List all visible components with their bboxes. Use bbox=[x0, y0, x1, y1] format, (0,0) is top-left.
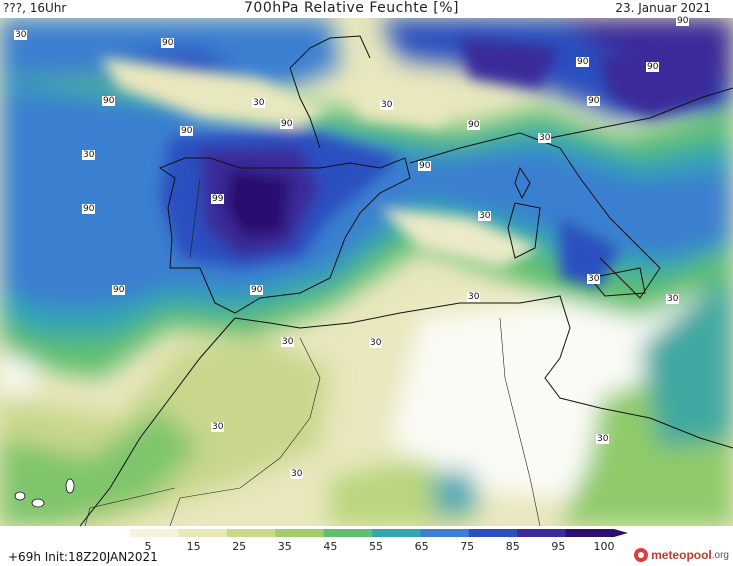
corsica bbox=[514, 166, 531, 200]
contour-label: 30 bbox=[14, 30, 28, 40]
color-scale-segment bbox=[226, 529, 276, 537]
contour-label: 30 bbox=[596, 434, 610, 444]
iberia-coast bbox=[158, 157, 411, 314]
contour-label: 30 bbox=[478, 211, 492, 221]
legend-tick-label: 75 bbox=[460, 540, 475, 553]
legend-tick-label: 100 bbox=[593, 540, 615, 553]
color-scale-arrow bbox=[614, 529, 628, 537]
legend-tick-label: 5 bbox=[144, 540, 152, 553]
legend-tick-label: 65 bbox=[414, 540, 429, 553]
contour-label: 30 bbox=[369, 338, 383, 348]
color-scale-segment bbox=[420, 529, 470, 537]
model-init-label: +69h Init:18Z20JAN2021 bbox=[8, 550, 158, 564]
contour-label: 90 bbox=[250, 285, 264, 295]
legend-tick-label: 55 bbox=[369, 540, 383, 553]
contour-label: 30 bbox=[281, 337, 295, 347]
contour-label: 90 bbox=[180, 126, 194, 136]
meteopool-logo[interactable]: meteopool .org bbox=[634, 546, 729, 564]
contour-label: 90 bbox=[280, 119, 294, 129]
map-header: ???, 16Uhr 700hPa Relative Feuchte [%] 2… bbox=[0, 0, 733, 18]
sardinia bbox=[507, 202, 541, 259]
map-legend: 5 15 25 35 45 55 65 75 85 95 100 +69h Init:18Z20JA… bbox=[0, 526, 733, 566]
legend-tick-label: 15 bbox=[186, 540, 201, 553]
color-scale-segment bbox=[468, 529, 518, 537]
contour-label: 90 bbox=[418, 161, 432, 171]
legend-tick-label: 25 bbox=[232, 540, 247, 553]
forecast-date: 23. Januar 2021 bbox=[615, 1, 711, 15]
humidity-map-svg bbox=[0, 18, 733, 527]
contour-label: 30 bbox=[252, 98, 266, 108]
logo-icon bbox=[634, 548, 649, 562]
contour-label: 30 bbox=[666, 294, 680, 304]
logo-suffix: .org bbox=[711, 549, 729, 561]
color-scale-segment bbox=[323, 529, 373, 537]
contour-label: 30 bbox=[290, 469, 304, 479]
contour-label: 90 bbox=[646, 62, 660, 72]
contour-label: 90 bbox=[102, 96, 116, 106]
color-scale-segment bbox=[275, 529, 325, 537]
color-scale-segment bbox=[565, 529, 615, 537]
color-scale-segment bbox=[178, 529, 228, 537]
color-scale-segment bbox=[517, 529, 567, 537]
contour-label: 30 bbox=[211, 422, 225, 432]
contour-label: 90 bbox=[112, 285, 126, 295]
contour-label: 30 bbox=[587, 274, 601, 284]
humidity-map: 30 90 90 30 90 90 30 30 90 90 30 90 90 9… bbox=[0, 16, 733, 527]
contour-label: 30 bbox=[538, 133, 552, 143]
color-scale-bar bbox=[130, 529, 628, 537]
contour-label: 90 bbox=[587, 96, 601, 106]
contour-label: 90 bbox=[676, 16, 690, 26]
color-scale-segment bbox=[130, 529, 179, 537]
africa-coast bbox=[234, 295, 733, 449]
contour-label: 90 bbox=[576, 57, 590, 67]
legend-tick-label: 35 bbox=[277, 540, 292, 553]
color-scale-segment bbox=[372, 529, 421, 537]
logo-text: meteopool bbox=[651, 548, 712, 562]
legend-tick-label: 45 bbox=[323, 540, 338, 553]
legend-tick-label: 95 bbox=[551, 540, 566, 553]
map-title: 700hPa Relative Feuchte [%] bbox=[244, 0, 459, 16]
contour-label: 30 bbox=[380, 100, 394, 110]
contour-label: 30 bbox=[82, 150, 96, 160]
sicily bbox=[589, 267, 646, 297]
contour-label: 90 bbox=[82, 204, 96, 214]
contour-label: 90 bbox=[161, 38, 175, 48]
contour-label: 90 bbox=[467, 120, 481, 130]
forecast-time: ???, 16Uhr bbox=[3, 1, 67, 15]
contour-label: 30 bbox=[467, 292, 481, 302]
italy-coast bbox=[409, 132, 661, 299]
legend-tick-label: 85 bbox=[505, 540, 520, 553]
contour-label: 99 bbox=[211, 194, 225, 204]
island bbox=[14, 491, 26, 501]
